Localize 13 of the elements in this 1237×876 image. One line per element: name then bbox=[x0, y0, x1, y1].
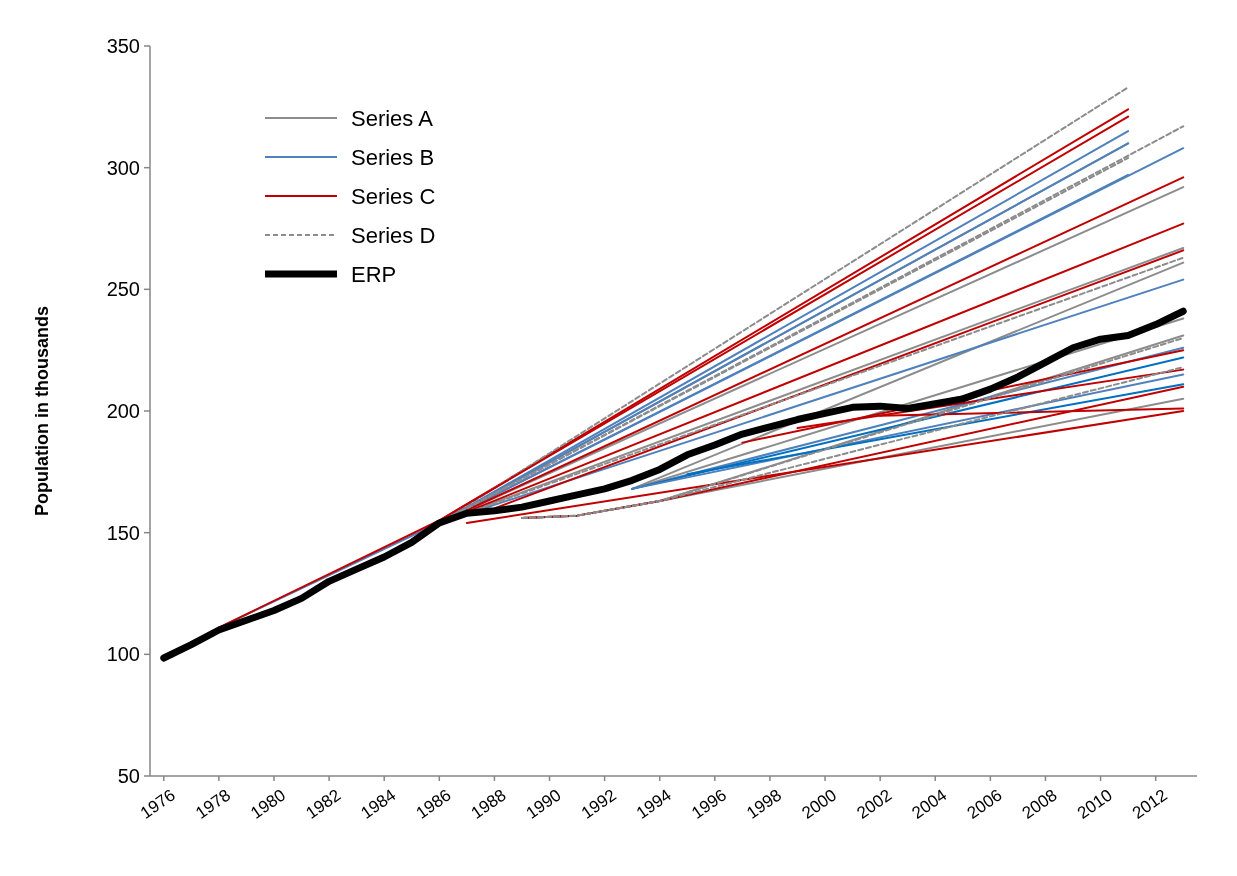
y-tick-label: 200 bbox=[106, 400, 140, 422]
y-tick-label: 100 bbox=[106, 643, 140, 666]
y-axis-title: Population in thousands bbox=[32, 306, 52, 516]
legend-label: Series C bbox=[351, 183, 436, 209]
legend-label: Series A bbox=[351, 105, 434, 131]
y-tick-label: 300 bbox=[106, 156, 140, 179]
y-tick-label: 50 bbox=[117, 765, 140, 787]
y-tick-label: 250 bbox=[106, 278, 140, 301]
y-tick-label: 150 bbox=[106, 521, 140, 544]
y-tick-label: 350 bbox=[106, 35, 140, 57]
legend-label: ERP bbox=[351, 261, 397, 287]
legend-label: Series B bbox=[351, 144, 435, 170]
legend-label: Series D bbox=[351, 222, 436, 248]
